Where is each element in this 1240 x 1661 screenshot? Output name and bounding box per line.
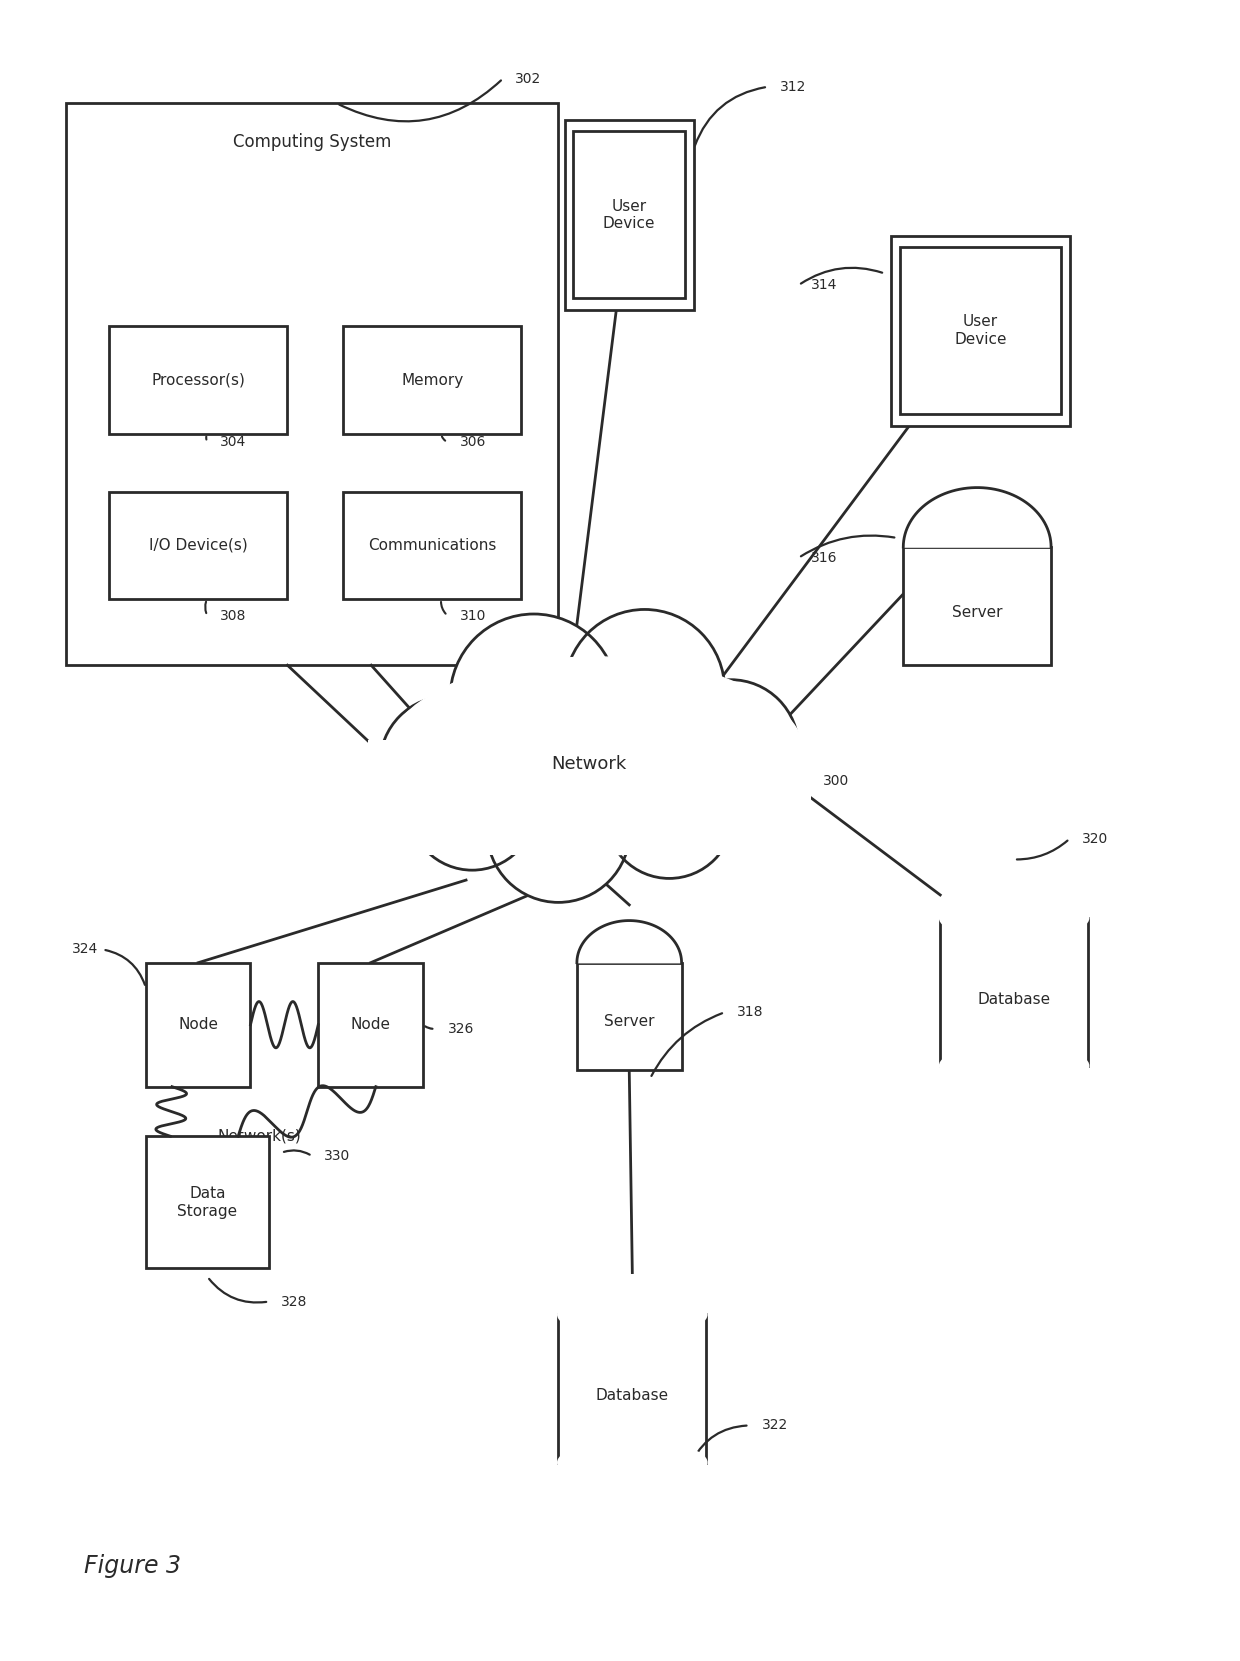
Ellipse shape	[663, 679, 799, 816]
Text: 314: 314	[811, 277, 837, 292]
FancyBboxPatch shape	[899, 247, 1061, 414]
Ellipse shape	[379, 696, 516, 832]
Bar	[558, 1314, 707, 1463]
Ellipse shape	[940, 1045, 1087, 1086]
FancyBboxPatch shape	[343, 492, 522, 600]
Text: Node: Node	[179, 1017, 218, 1031]
FancyBboxPatch shape	[343, 327, 522, 434]
Text: 316: 316	[811, 551, 837, 565]
Text: Network: Network	[552, 756, 627, 774]
Text: 326: 326	[448, 1022, 474, 1036]
Text: 312: 312	[780, 80, 806, 93]
Text: 328: 328	[281, 1294, 308, 1309]
Text: 310: 310	[460, 608, 486, 623]
FancyBboxPatch shape	[109, 327, 288, 434]
Text: 308: 308	[219, 608, 246, 623]
Text: Network(s): Network(s)	[217, 1129, 301, 1144]
Ellipse shape	[564, 610, 724, 771]
FancyBboxPatch shape	[892, 236, 1070, 425]
Text: Processor(s): Processor(s)	[151, 372, 246, 387]
FancyBboxPatch shape	[319, 963, 423, 1086]
Ellipse shape	[558, 1442, 707, 1483]
Ellipse shape	[386, 658, 805, 855]
Text: 320: 320	[1081, 832, 1109, 845]
Text: 306: 306	[460, 435, 486, 448]
Text: User
Device: User Device	[603, 199, 656, 231]
Text: Data
Storage: Data Storage	[177, 1186, 237, 1219]
Text: Database: Database	[595, 1389, 668, 1404]
Text: 330: 330	[325, 1149, 351, 1163]
Bar	[940, 919, 1087, 1066]
Bar	[367, 739, 811, 855]
FancyBboxPatch shape	[109, 492, 288, 600]
Ellipse shape	[450, 615, 618, 782]
FancyBboxPatch shape	[577, 963, 682, 1070]
Polygon shape	[903, 488, 1052, 546]
Text: Server: Server	[952, 605, 1002, 620]
Text: 322: 322	[761, 1418, 787, 1432]
FancyBboxPatch shape	[903, 546, 1052, 666]
FancyBboxPatch shape	[146, 1136, 269, 1269]
FancyBboxPatch shape	[66, 103, 558, 666]
Ellipse shape	[487, 759, 630, 902]
Text: Memory: Memory	[401, 372, 464, 387]
Text: 304: 304	[219, 435, 246, 448]
Text: Database: Database	[977, 992, 1050, 1007]
FancyBboxPatch shape	[573, 131, 686, 299]
Ellipse shape	[408, 741, 536, 870]
Text: Communications: Communications	[368, 538, 496, 553]
Text: I/O Device(s): I/O Device(s)	[149, 538, 248, 553]
Ellipse shape	[605, 749, 733, 879]
Text: 300: 300	[823, 774, 849, 787]
Text: 302: 302	[516, 71, 542, 85]
Text: Computing System: Computing System	[233, 133, 392, 151]
Text: Figure 3: Figure 3	[84, 1555, 181, 1578]
Text: 318: 318	[737, 1005, 764, 1020]
Ellipse shape	[940, 897, 1087, 938]
FancyBboxPatch shape	[564, 120, 694, 311]
Polygon shape	[577, 920, 682, 963]
Text: Node: Node	[351, 1017, 391, 1031]
Text: 324: 324	[72, 942, 98, 957]
Ellipse shape	[558, 1294, 707, 1335]
Text: Server: Server	[604, 1015, 655, 1030]
Text: User
Device: User Device	[954, 314, 1007, 347]
FancyBboxPatch shape	[146, 963, 250, 1086]
